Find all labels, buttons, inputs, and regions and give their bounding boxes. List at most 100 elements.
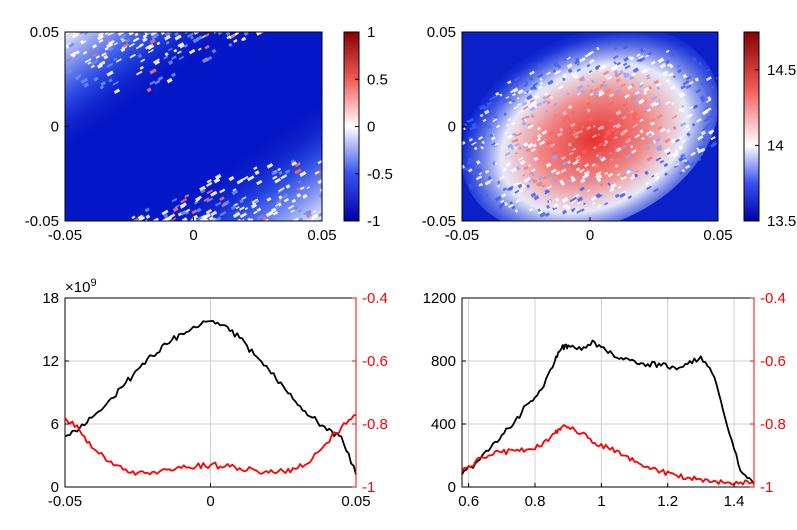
speckle bbox=[576, 63, 580, 66]
speckle bbox=[616, 147, 622, 153]
speckle bbox=[567, 142, 572, 147]
speckle bbox=[609, 93, 614, 98]
speckle bbox=[528, 207, 534, 212]
speckle bbox=[271, 169, 279, 176]
speckle bbox=[562, 72, 568, 79]
speckle bbox=[456, 154, 461, 159]
speckle bbox=[241, 175, 249, 181]
speckle bbox=[142, 37, 148, 43]
speckle bbox=[546, 204, 550, 209]
speckle bbox=[579, 186, 585, 192]
speckle bbox=[511, 132, 516, 137]
speckle bbox=[178, 55, 185, 61]
speckle bbox=[627, 195, 633, 200]
speckle bbox=[523, 165, 530, 171]
speckle bbox=[696, 147, 700, 152]
speckle bbox=[595, 193, 601, 198]
speckle bbox=[174, 32, 179, 37]
speckle bbox=[468, 168, 473, 173]
speckle bbox=[266, 162, 274, 169]
speckle bbox=[142, 34, 148, 39]
speckle bbox=[706, 68, 711, 72]
speckle bbox=[651, 174, 655, 178]
speckle bbox=[566, 56, 572, 61]
speckle bbox=[586, 102, 591, 106]
speckle bbox=[529, 171, 534, 176]
speckle bbox=[583, 202, 586, 206]
speckle bbox=[650, 60, 656, 65]
speckle bbox=[235, 206, 240, 210]
speckle bbox=[685, 84, 692, 90]
series-line-right-series bbox=[461, 424, 755, 486]
speckle bbox=[296, 217, 304, 221]
speckle bbox=[90, 64, 95, 69]
speckle bbox=[511, 205, 516, 210]
speckle bbox=[530, 100, 537, 106]
speckle bbox=[608, 127, 615, 132]
speckle bbox=[702, 109, 708, 115]
x-tick-label: 0.05 bbox=[703, 227, 732, 244]
speckle bbox=[506, 123, 510, 127]
speckle bbox=[561, 197, 569, 203]
speckle bbox=[665, 79, 670, 83]
speckle bbox=[82, 50, 88, 55]
y-tick-label: 0.05 bbox=[427, 24, 456, 41]
speckle bbox=[557, 85, 563, 90]
speckle bbox=[239, 206, 245, 211]
speckle bbox=[536, 181, 543, 187]
speckle bbox=[519, 159, 526, 166]
speckle bbox=[653, 79, 660, 85]
speckle bbox=[193, 200, 199, 205]
speckle bbox=[161, 209, 169, 216]
speckle bbox=[208, 216, 214, 221]
speckle bbox=[115, 58, 122, 63]
speckle bbox=[287, 204, 295, 210]
speckle bbox=[523, 83, 529, 88]
speckle bbox=[599, 83, 605, 89]
speckle bbox=[607, 172, 614, 178]
speckle bbox=[632, 67, 639, 74]
speckle bbox=[562, 110, 567, 116]
speckle bbox=[648, 140, 654, 145]
speckle bbox=[678, 156, 684, 162]
speckle bbox=[542, 99, 548, 104]
speckle bbox=[580, 77, 586, 82]
speckle bbox=[587, 50, 594, 56]
speckle bbox=[526, 184, 531, 189]
speckle bbox=[197, 216, 203, 221]
speckle bbox=[97, 32, 104, 37]
speckle bbox=[75, 50, 80, 55]
speckle bbox=[700, 81, 706, 86]
speckle bbox=[610, 182, 617, 189]
speckle bbox=[633, 99, 641, 105]
speckle bbox=[474, 125, 479, 130]
heatmap-1-speckles bbox=[65, 32, 322, 221]
speckle bbox=[536, 137, 541, 142]
speckle bbox=[544, 212, 550, 217]
speckle bbox=[478, 172, 483, 176]
speckle bbox=[275, 198, 283, 204]
speckle bbox=[656, 85, 661, 91]
speckle bbox=[664, 138, 671, 144]
speckle bbox=[219, 210, 227, 217]
colorbar-1: 1 0.5 0 -0.5 -1 bbox=[343, 24, 393, 230]
speckle bbox=[604, 139, 609, 145]
speckle bbox=[561, 209, 568, 215]
speckle bbox=[511, 121, 516, 126]
speckle bbox=[171, 55, 177, 60]
speckle bbox=[560, 168, 567, 173]
speckle bbox=[569, 174, 572, 177]
speckle bbox=[654, 137, 661, 143]
speckle bbox=[534, 82, 539, 86]
speckle bbox=[646, 76, 651, 80]
heatmap-1-diagonal-shading bbox=[65, 32, 322, 221]
speckle bbox=[704, 135, 708, 139]
speckle bbox=[511, 138, 518, 144]
speckle bbox=[555, 70, 562, 75]
speckle bbox=[545, 94, 552, 99]
speckle bbox=[80, 77, 89, 84]
speckle bbox=[680, 153, 686, 158]
speckle bbox=[505, 161, 512, 168]
speckle bbox=[311, 213, 319, 219]
speckle bbox=[657, 126, 663, 131]
